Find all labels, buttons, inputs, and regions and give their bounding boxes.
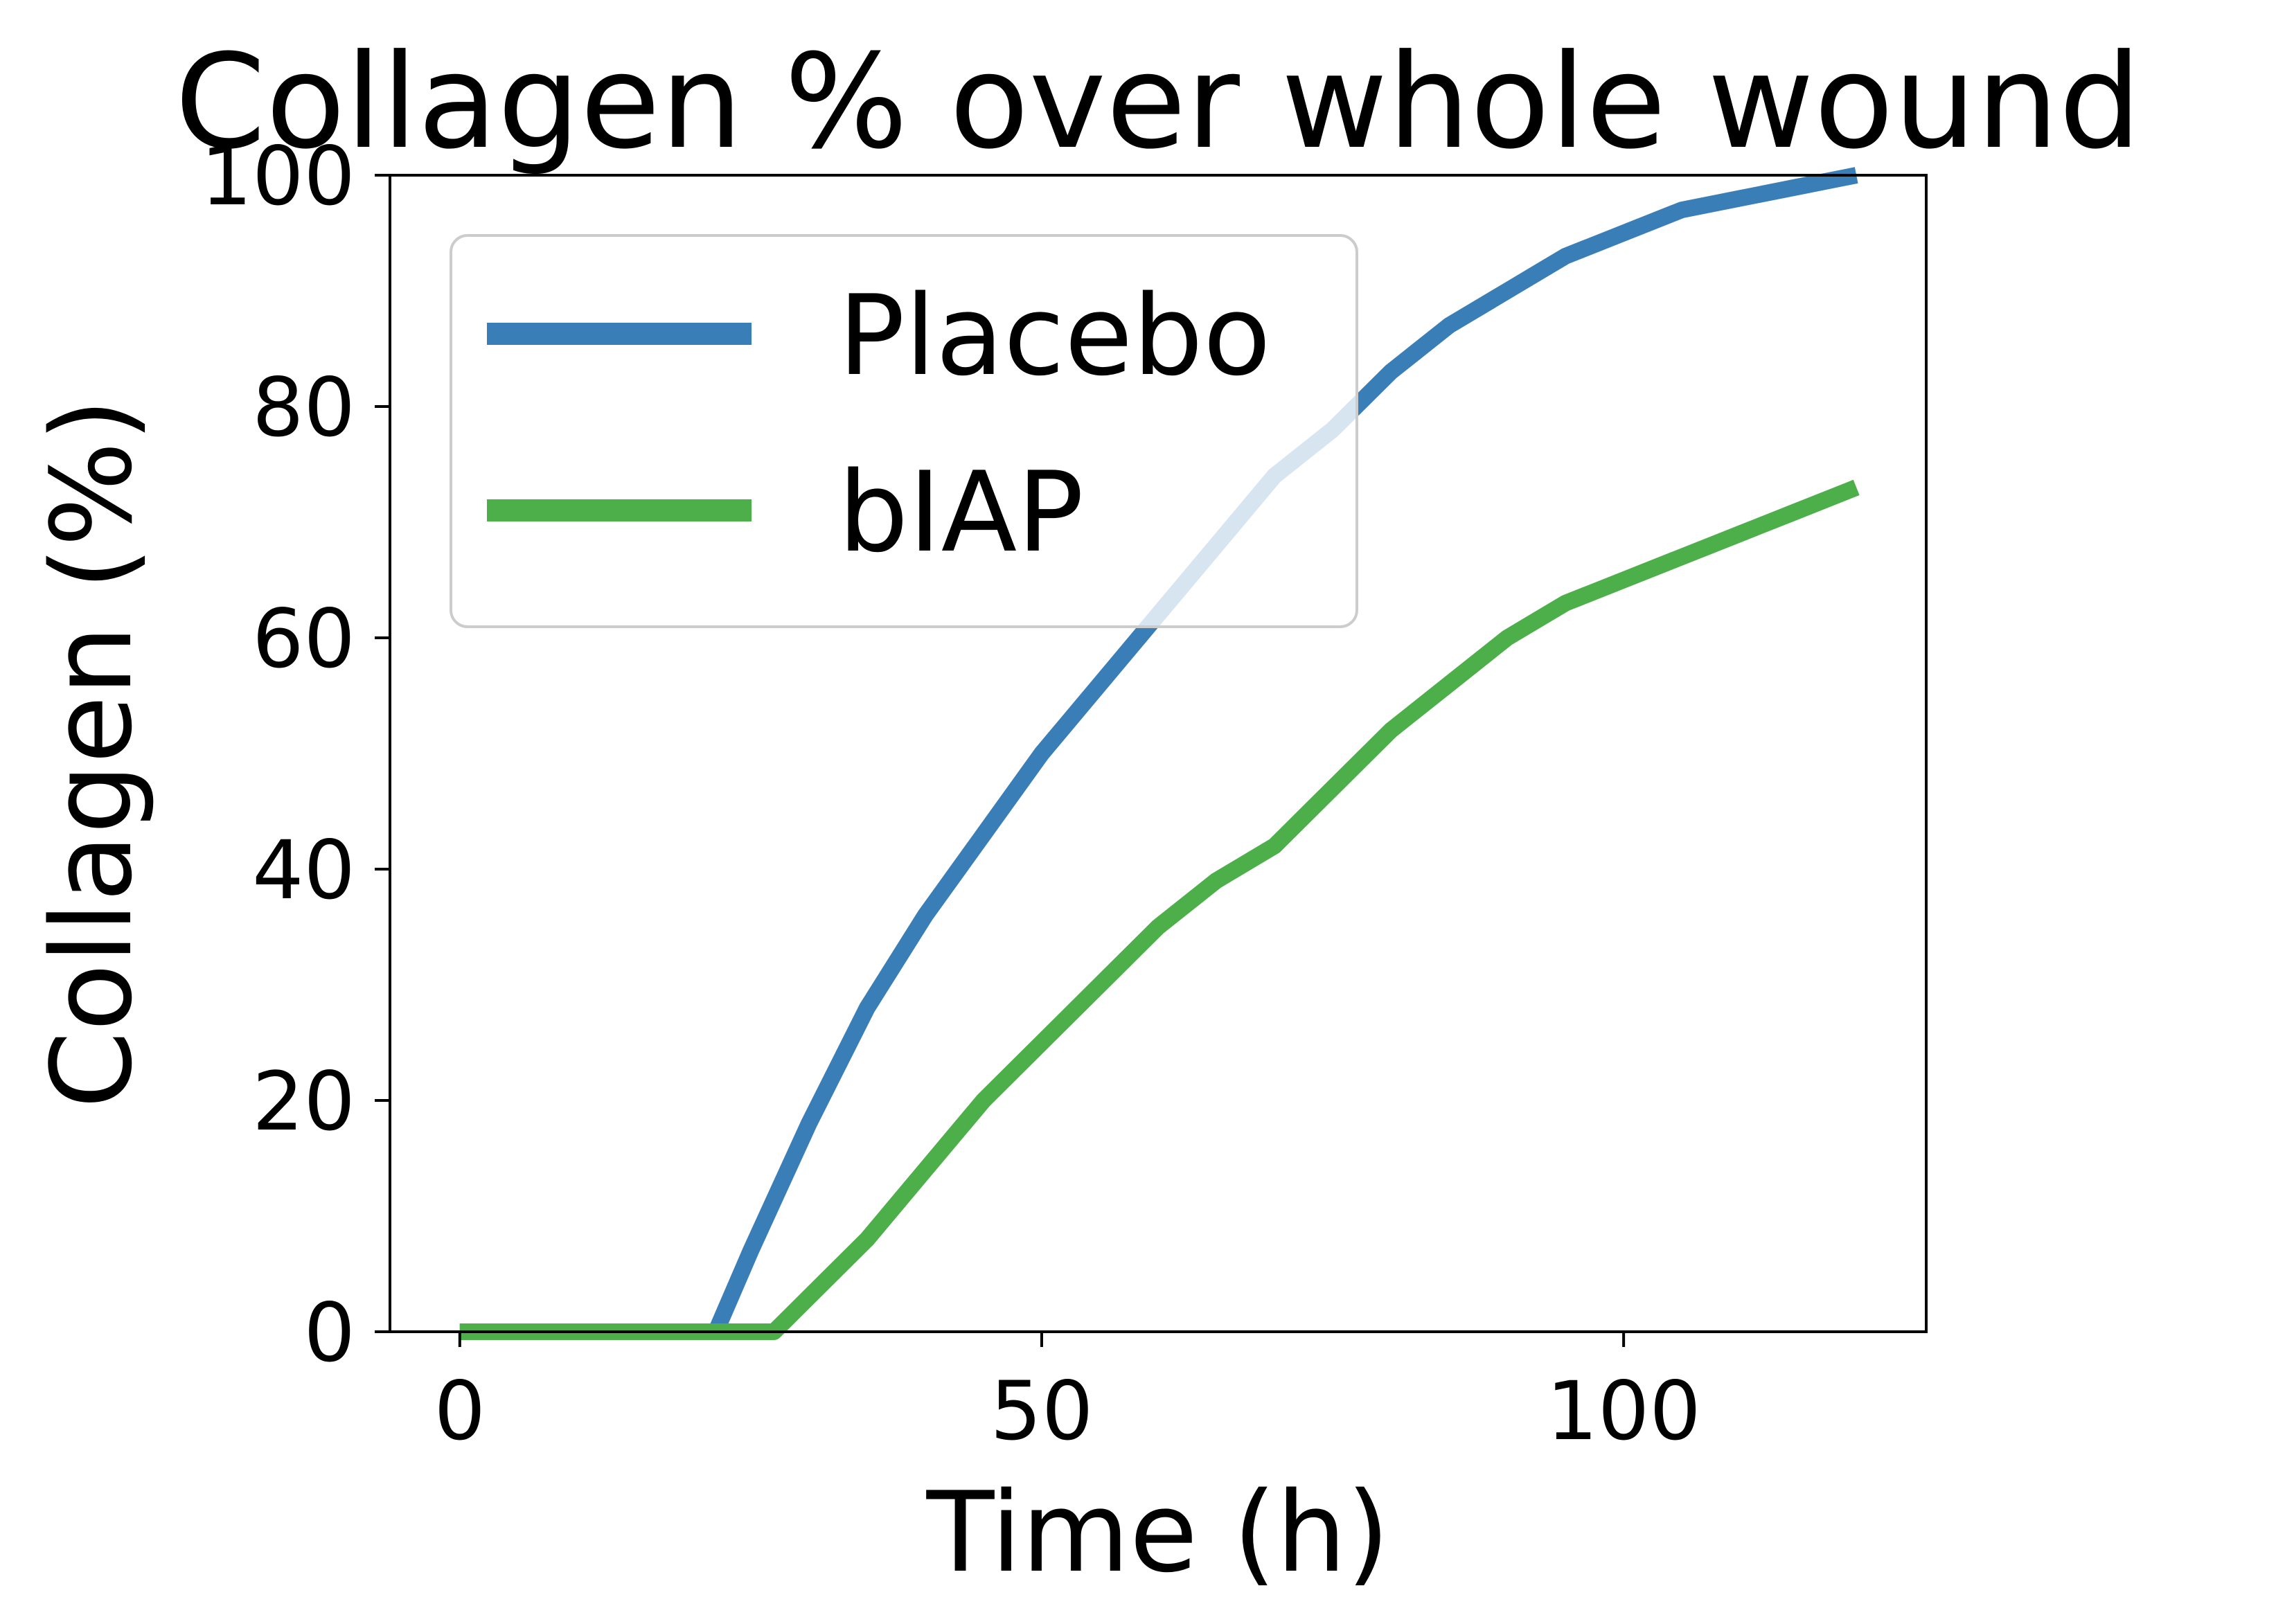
- y-axis-ticks: 0 20 40 60 80 100: [201, 129, 390, 1380]
- chart-title: Collagen % over whole wound: [175, 26, 2141, 178]
- y-tick-label: 60: [252, 591, 355, 686]
- y-axis-label: Collagen (%): [27, 398, 157, 1109]
- y-tick-label: 100: [201, 129, 355, 224]
- plot-frame: [389, 174, 1928, 1333]
- legend: Placebo bIAP: [450, 234, 1358, 628]
- y-tick-label: 20: [252, 1054, 355, 1149]
- x-tick-label: 0: [434, 1364, 486, 1458]
- x-tick-label: 50: [990, 1364, 1094, 1458]
- legend-label-biap: bIAP: [838, 447, 1084, 577]
- y-tick-label: 40: [252, 823, 355, 918]
- y-tick-label: 0: [304, 1285, 355, 1380]
- x-axis-ticks: 0 50 100: [434, 1332, 1701, 1458]
- y-tick-label: 80: [252, 360, 355, 455]
- legend-label-placebo: Placebo: [838, 271, 1271, 400]
- x-axis-label: Time (h): [926, 1467, 1390, 1597]
- x-tick-label: 100: [1546, 1364, 1700, 1458]
